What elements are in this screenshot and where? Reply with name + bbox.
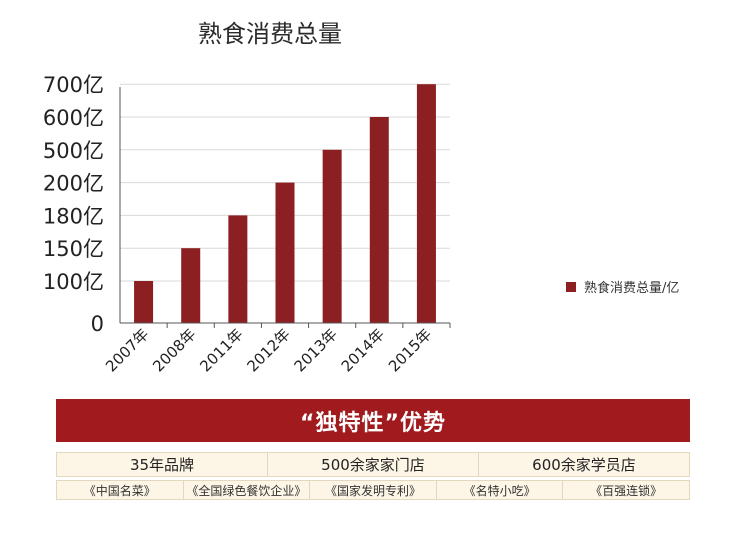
y-tick-label: 500亿	[43, 139, 104, 163]
bar	[228, 215, 248, 323]
feature-brand-years: 35年品牌	[57, 453, 268, 476]
bar-chart: 0 100亿 150亿 180亿 200亿 500亿 600亿 700亿 2007年2008年…	[43, 73, 451, 375]
x-tick-label: 2015年	[385, 325, 435, 375]
bar	[181, 248, 201, 323]
y-tick-label: 150亿	[43, 237, 104, 261]
chart-legend: 熟食消费总量/亿	[566, 277, 679, 296]
feature-row: 35年品牌 500余家家门店 600余家学员店	[56, 452, 690, 477]
y-tick-label: 180亿	[43, 204, 104, 228]
honor-item: 《中国名菜》	[57, 481, 184, 499]
x-tick-label: 2013年	[291, 325, 341, 375]
feature-student-store-count: 600余家学员店	[532, 456, 636, 474]
honor-item: 《全国绿色餐饮企业》	[184, 481, 311, 499]
x-tick-label: 2014年	[338, 325, 388, 375]
bar	[134, 281, 154, 323]
y-tick-label: 100亿	[43, 270, 104, 294]
honors-row: 《中国名菜》 《全国绿色餐饮企业》 《国家发明专利》 《名特小吃》 《百强连锁》	[56, 480, 690, 500]
x-tick-label: 2008年	[149, 325, 199, 375]
bar	[416, 84, 436, 323]
x-tick-label: 2012年	[243, 325, 293, 375]
honor-item: 《名特小吃》	[437, 481, 564, 499]
advantage-banner: “独特性”优势	[56, 399, 690, 442]
honor-item: 《国家发明专利》	[310, 481, 437, 499]
bar	[369, 117, 389, 323]
chart-title: 熟食消费总量	[198, 20, 342, 48]
y-tick-label: 200亿	[43, 172, 104, 196]
y-tick-label: 600亿	[43, 106, 104, 130]
legend-swatch	[566, 281, 576, 292]
banner-title: “独特性”优势	[300, 410, 446, 436]
y-tick-label: 700亿	[43, 73, 104, 97]
bar	[322, 149, 342, 323]
legend-label: 熟食消费总量/亿	[584, 281, 680, 296]
y-tick-label: 0	[91, 312, 104, 336]
honor-item: 《百强连锁》	[590, 483, 663, 498]
x-tick-label: 2011年	[196, 325, 246, 375]
x-tick-label: 2007年	[102, 325, 152, 375]
bar	[275, 182, 295, 323]
feature-store-count: 500余家家门店	[268, 453, 479, 476]
